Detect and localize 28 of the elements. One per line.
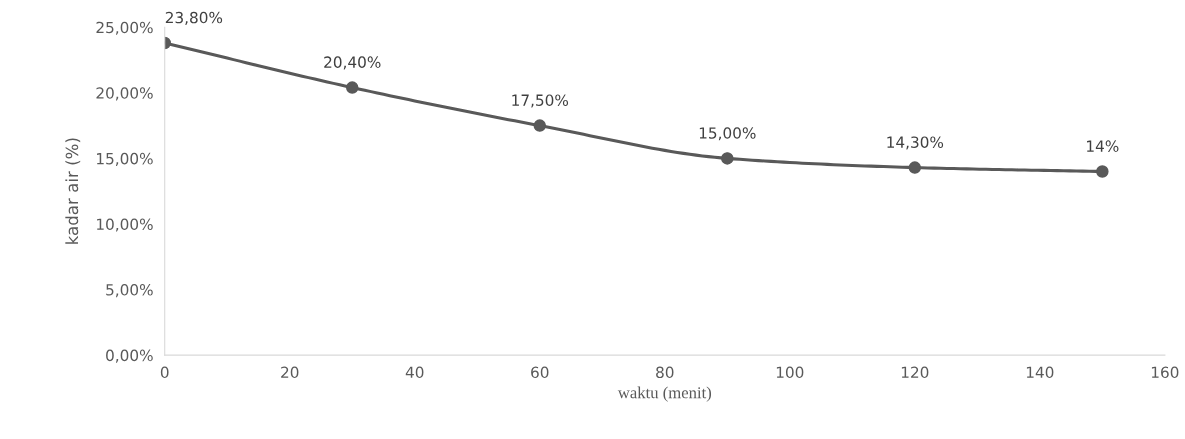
data-label: 17,50% [512, 94, 569, 108]
x-tick-label: 140 [1026, 366, 1054, 379]
x-tick-label: 40 [405, 366, 424, 379]
x-tick-label: 60 [531, 366, 549, 379]
x-tick-label: 120 [901, 366, 929, 379]
point [345, 81, 359, 94]
x-axis-title: waktu (menit) [617, 386, 712, 402]
y-tick-label: 10,00% [97, 218, 153, 232]
data-label: 23,80% [165, 11, 223, 25]
y-axis-title: kadar air (%) [65, 138, 81, 244]
x-tick-label: 160 [1151, 366, 1179, 379]
x-tick-label: 100 [776, 366, 804, 379]
y-tick-label: 25,00% [96, 21, 153, 35]
data-label: 14% [1087, 140, 1119, 152]
y-tick-label: 15,00% [97, 152, 153, 166]
y-tick-label: 20,00% [96, 87, 153, 101]
y-tick-label: 5,00% [106, 284, 153, 298]
point [721, 152, 734, 165]
data-label: 14,30% [887, 136, 944, 150]
point [908, 161, 922, 174]
point [533, 119, 547, 132]
y-tick-label: 0,00% [106, 349, 153, 363]
x-tick-label: 80 [656, 366, 674, 379]
data-label: 20,40% [324, 56, 381, 70]
x-tick-label: 0 [160, 366, 169, 379]
point [1096, 165, 1109, 178]
data-label: 15,00% [699, 127, 756, 141]
x-tick-label: 20 [281, 366, 299, 379]
